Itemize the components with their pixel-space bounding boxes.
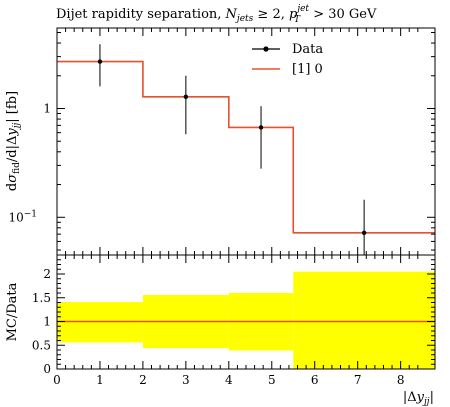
ratio-plot-area xyxy=(57,271,435,369)
x-tick-label: 8 xyxy=(397,373,405,387)
ratio-y-tick-label: 1 xyxy=(43,315,51,329)
data-marker xyxy=(361,230,367,235)
legend-label: Data xyxy=(292,42,323,57)
ratio-y-axis: 0 0.5 1 1.5 2 xyxy=(32,259,435,376)
x-tick-label: 3 xyxy=(182,373,190,387)
main-x-ticks xyxy=(56,28,419,255)
legend-marker-data xyxy=(263,46,269,52)
x-tick-label: 5 xyxy=(268,373,276,387)
ratio-y-tick-label: 0 xyxy=(43,362,51,376)
main-y-tick-label: 1 xyxy=(43,102,51,116)
main-plot-area xyxy=(57,44,435,255)
x-tick-label: 1 xyxy=(96,373,104,387)
data-marker xyxy=(258,125,264,130)
legend-label: [1] 0 xyxy=(292,62,323,77)
data-point-0 xyxy=(97,44,103,87)
x-tick-label: 7 xyxy=(354,373,362,387)
x-axis: 0 1 2 3 4 5 6 7 8 xyxy=(53,255,419,387)
main-y-tick-label: 10−1 xyxy=(8,209,37,224)
x-tick-label: 4 xyxy=(225,373,233,387)
x-tick-label: 2 xyxy=(139,373,147,387)
legend-entry-1: [1] 0 xyxy=(252,62,323,77)
ratio-panel: 0 0.5 1 1.5 2 0 1 2 3 4 5 6 7 8 MC/Data |Δyjj| xyxy=(5,254,436,407)
legend-entry-0: Data xyxy=(252,42,323,57)
x-tick-label: 0 xyxy=(53,373,61,387)
data-point-1 xyxy=(183,75,189,135)
x-axis-label: |Δyjj| xyxy=(403,390,434,407)
main-y-axis: 1 10−1 xyxy=(8,32,435,251)
main-panel: 1 10−1 dσfid/d|Δyjj| [fb] Data [1] 0 xyxy=(5,27,436,256)
main-y-axis-label: dσfid/d|Δyjj| [fb] xyxy=(5,91,22,191)
data-point-2 xyxy=(258,106,264,169)
mc-step-line xyxy=(57,60,435,234)
uncertainty-band-3 xyxy=(293,271,435,369)
ratio-y-tick-label: 2 xyxy=(43,267,51,281)
ratio-y-tick-label: 0.5 xyxy=(32,338,51,352)
x-tick-label: 6 xyxy=(311,373,319,387)
ratio-y-tick-label: 1.5 xyxy=(32,291,51,305)
data-point-3 xyxy=(361,199,367,255)
legend: Data [1] 0 xyxy=(252,42,323,77)
chart-title: Dijet rapidity separation, Njets ≥ 2, pj… xyxy=(56,4,377,25)
data-marker xyxy=(97,59,103,64)
uncertainty-band-0 xyxy=(57,302,143,343)
data-marker xyxy=(183,94,189,100)
ratio-y-axis-label: MC/Data xyxy=(5,282,20,341)
